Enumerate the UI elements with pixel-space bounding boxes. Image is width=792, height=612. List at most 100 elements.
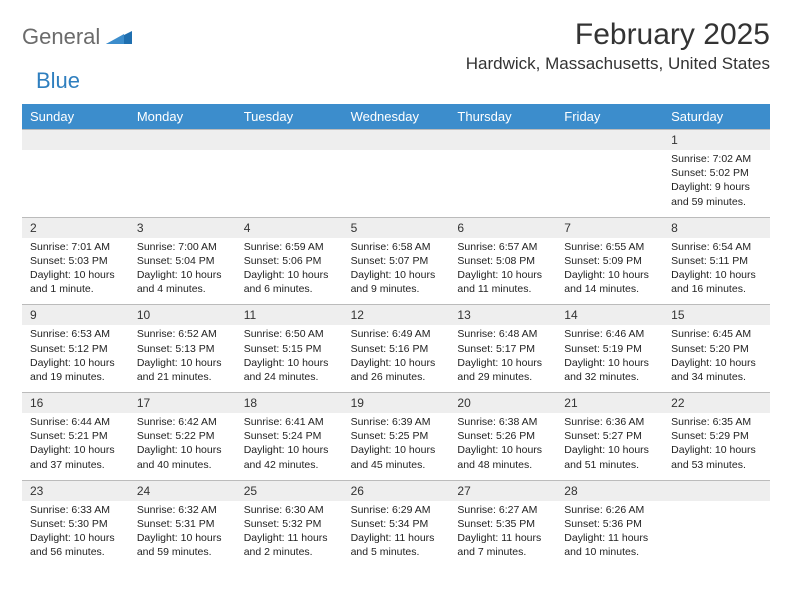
sunset-text: Sunset: 5:09 PM [564,254,655,268]
day-cell: Sunrise: 6:41 AMSunset: 5:24 PMDaylight:… [236,413,343,480]
day-number [343,130,450,150]
day-number: 3 [129,218,236,238]
day-cell: Sunrise: 6:45 AMSunset: 5:20 PMDaylight:… [663,325,770,392]
day-number: 8 [663,218,770,238]
sunset-text: Sunset: 5:32 PM [244,517,335,531]
day-number: 19 [343,393,450,413]
daylight-text: Daylight: 9 hours and 59 minutes. [671,180,762,208]
daylight-text: Daylight: 10 hours and 34 minutes. [671,356,762,384]
brand-part1: General [22,24,100,50]
sunrise-text: Sunrise: 6:57 AM [457,240,548,254]
day-number [449,130,556,150]
sunrise-text: Sunrise: 6:59 AM [244,240,335,254]
logo-icon [106,26,132,49]
day-cell: Sunrise: 6:53 AMSunset: 5:12 PMDaylight:… [22,325,129,392]
sunset-text: Sunset: 5:15 PM [244,342,335,356]
day-cell: Sunrise: 6:29 AMSunset: 5:34 PMDaylight:… [343,501,450,568]
daylight-text: Daylight: 10 hours and 56 minutes. [30,531,121,559]
detail-row: Sunrise: 7:01 AMSunset: 5:03 PM Daylight:… [22,238,770,305]
sunset-text: Sunset: 5:22 PM [137,429,228,443]
day-cell: Sunrise: 6:55 AMSunset: 5:09 PMDaylight:… [556,238,663,305]
day-cell: Sunrise: 6:44 AMSunset: 5:21 PMDaylight:… [22,413,129,480]
day-number: 25 [236,481,343,501]
daylight-text: Daylight: 10 hours and 40 minutes. [137,443,228,471]
sunrise-text: Sunrise: 6:53 AM [30,327,121,341]
sunrise-text: Sunrise: 6:45 AM [671,327,762,341]
sunset-text: Sunset: 5:20 PM [671,342,762,356]
sunset-text: Sunset: 5:02 PM [671,166,762,180]
sunrise-text: Sunrise: 6:32 AM [137,503,228,517]
day-number: 17 [129,393,236,413]
day-cell: Sunrise: 6:57 AMSunset: 5:08 PMDaylight:… [449,238,556,305]
sunset-text: Sunset: 5:19 PM [564,342,655,356]
day-number: 16 [22,393,129,413]
sunset-text: Sunset: 5:31 PM [137,517,228,531]
sunset-text: Sunset: 5:24 PM [244,429,335,443]
sunrise-text: Sunrise: 6:29 AM [351,503,442,517]
day-cell: Sunrise: 6:38 AMSunset: 5:26 PMDaylight:… [449,413,556,480]
day-cell [663,501,770,568]
daynum-row: 1 [22,129,770,150]
title-block: February 2025 Hardwick, Massachusetts, U… [466,18,770,74]
detail-row: Sunrise: 6:44 AMSunset: 5:21 PMDaylight:… [22,413,770,480]
sunrise-text: Sunrise: 6:46 AM [564,327,655,341]
sunrise-text: Sunrise: 6:48 AM [457,327,548,341]
day-cell: Sunrise: 6:26 AMSunset: 5:36 PMDaylight:… [556,501,663,568]
day-number [22,130,129,150]
day-cell: Sunrise: 6:58 AMSunset: 5:07 PMDaylight:… [343,238,450,305]
daylight-text: Daylight: 11 hours and 5 minutes. [351,531,442,559]
sunrise-text: Sunrise: 6:50 AM [244,327,335,341]
sunrise-text: Sunrise: 6:36 AM [564,415,655,429]
day-cell [236,150,343,217]
daylight-text: Daylight: 11 hours and 2 minutes. [244,531,335,559]
daylight-text: Daylight: 10 hours and 14 minutes. [564,268,655,296]
day-number: 13 [449,305,556,325]
day-number: 9 [22,305,129,325]
daylight-text: Daylight: 10 hours and 53 minutes. [671,443,762,471]
day-cell: Sunrise: 6:59 AMSunset: 5:06 PMDaylight:… [236,238,343,305]
daylight-text: Daylight: 10 hours and 42 minutes. [244,443,335,471]
day-cell [556,150,663,217]
sunrise-text: Sunrise: 6:39 AM [351,415,442,429]
daylight-text: Daylight: 10 hours and 59 minutes. [137,531,228,559]
brand-part2: Blue [36,68,80,94]
sunrise-text: Sunrise: 6:33 AM [30,503,121,517]
day-number: 12 [343,305,450,325]
day-cell: Sunrise: 6:27 AMSunset: 5:35 PMDaylight:… [449,501,556,568]
sunrise-text: Sunrise: 7:01 AM [30,240,121,254]
sunrise-text: Sunrise: 6:54 AM [671,240,762,254]
day-cell: Sunrise: 6:35 AMSunset: 5:29 PMDaylight:… [663,413,770,480]
sunset-text: Sunset: 5:03 PM [30,254,121,268]
daylight-text: Daylight: 10 hours and 51 minutes. [564,443,655,471]
day-header-sat: Saturday [663,104,770,129]
sunset-text: Sunset: 5:08 PM [457,254,548,268]
daylight-text: Daylight: 10 hours and 6 minutes. [244,268,335,296]
day-number: 7 [556,218,663,238]
day-header-sun: Sunday [22,104,129,129]
daylight-text: Daylight: 10 hours and 26 minutes. [351,356,442,384]
daylight-text: Daylight: 10 hours and 45 minutes. [351,443,442,471]
daylight-text: Daylight: 10 hours and 19 minutes. [30,356,121,384]
day-header-wed: Wednesday [343,104,450,129]
day-cell: Sunrise: 6:52 AMSunset: 5:13 PMDaylight:… [129,325,236,392]
day-cell: Sunrise: 7:01 AMSunset: 5:03 PMDaylight:… [22,238,129,305]
daylight-text: Daylight: 10 hours and 4 minutes. [137,268,228,296]
sunrise-text: Sunrise: 6:49 AM [351,327,442,341]
day-cell: Sunrise: 6:54 AMSunset: 5:11 PMDaylight:… [663,238,770,305]
sunset-text: Sunset: 5:07 PM [351,254,442,268]
day-number: 27 [449,481,556,501]
daylight-text: Daylight: 10 hours and 24 minutes. [244,356,335,384]
brand-logo: General [22,18,134,50]
day-number: 5 [343,218,450,238]
day-cell: Sunrise: 6:42 AMSunset: 5:22 PMDaylight:… [129,413,236,480]
day-header-row: Sunday Monday Tuesday Wednesday Thursday… [22,104,770,129]
day-header-tue: Tuesday [236,104,343,129]
sunset-text: Sunset: 5:21 PM [30,429,121,443]
day-number: 23 [22,481,129,501]
location-text: Hardwick, Massachusetts, United States [466,54,770,74]
day-cell: Sunrise: 6:30 AMSunset: 5:32 PMDaylight:… [236,501,343,568]
calendar-page: General February 2025 Hardwick, Massachu… [0,0,792,585]
daylight-text: Daylight: 10 hours and 48 minutes. [457,443,548,471]
calendar-grid: Sunday Monday Tuesday Wednesday Thursday… [22,104,770,567]
day-number: 21 [556,393,663,413]
